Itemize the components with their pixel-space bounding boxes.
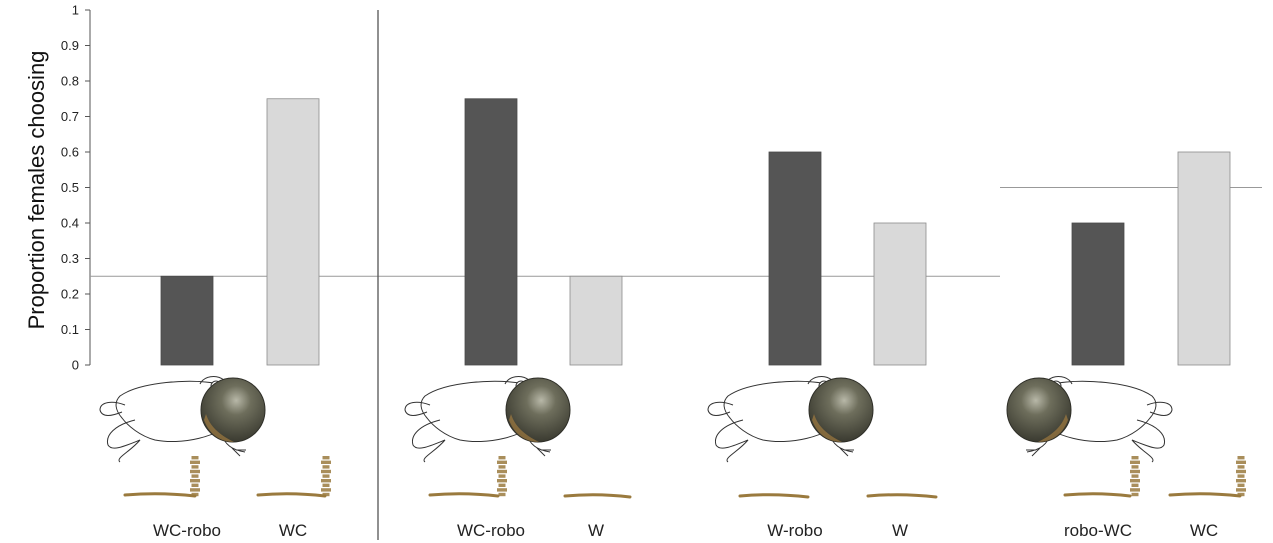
y-axis-title: Proportion females choosing: [24, 51, 49, 330]
chuck-spectrogram: [1236, 456, 1246, 497]
y-tick-label: 0.1: [61, 322, 79, 337]
whine-spectrogram: [866, 493, 938, 499]
bar-series: [160, 98, 1231, 366]
vocal-sac: [808, 377, 874, 443]
spectrogram-icons: [123, 456, 1246, 499]
whine-spectrogram: [428, 492, 500, 498]
frog-icon: [99, 376, 266, 463]
bar: [1177, 151, 1231, 366]
frog-icon: [404, 376, 571, 463]
category-label: W: [588, 521, 604, 540]
frog-icon: [707, 376, 874, 463]
y-tick-label: 0.6: [61, 145, 79, 160]
category-label: WC-robo: [457, 521, 525, 540]
whine-spectrogram: [123, 492, 197, 498]
whine-spectrogram: [1063, 492, 1132, 498]
y-tick-label: 0.7: [61, 109, 79, 124]
vocal-sac: [200, 377, 266, 443]
y-tick-label: 0.3: [61, 251, 79, 266]
y-tick-label: 0.9: [61, 38, 79, 53]
chuck-spectrogram: [497, 456, 507, 497]
category-label: WC: [1190, 521, 1218, 540]
y-tick-label: 0: [72, 358, 79, 373]
bar: [1071, 222, 1125, 366]
frog-icon: [1006, 376, 1173, 463]
y-tick-label: 0.4: [61, 216, 79, 231]
y-tick-label: 1: [72, 3, 79, 18]
category-label: WC-robo: [153, 521, 221, 540]
category-label: W-robo: [767, 521, 822, 540]
vocal-sac: [505, 377, 571, 443]
category-label: WC: [279, 521, 307, 540]
y-tick-label: 0.2: [61, 287, 79, 302]
bar: [768, 151, 822, 366]
bar: [160, 275, 214, 366]
whine-spectrogram: [256, 492, 327, 498]
whine-spectrogram: [1168, 492, 1242, 498]
category-label: robo-WC: [1064, 521, 1132, 540]
frog-illustrations: [99, 376, 1173, 463]
chuck-spectrogram: [1130, 456, 1140, 497]
y-axis: 0 0.1 0.2 0.3 0.4 0.5 0.6 0.7 0.8 0.9 1: [61, 3, 91, 373]
vocal-sac: [1006, 377, 1072, 443]
chuck-spectrogram: [190, 456, 200, 497]
chuck-spectrogram: [321, 456, 331, 497]
bar: [569, 275, 623, 366]
bar: [266, 98, 320, 366]
bar: [873, 222, 927, 366]
bar: [464, 98, 518, 366]
whine-spectrogram: [738, 493, 810, 499]
y-tick-label: 0.8: [61, 74, 79, 89]
category-label: W: [892, 521, 908, 540]
whine-spectrogram: [563, 493, 632, 499]
y-tick-label: 0.5: [61, 180, 79, 195]
